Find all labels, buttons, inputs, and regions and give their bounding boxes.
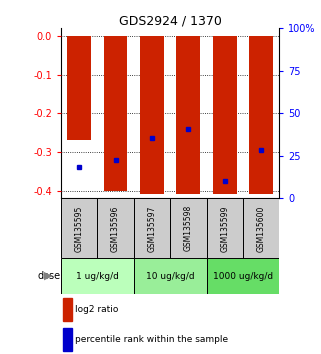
- Text: 10 ug/kg/d: 10 ug/kg/d: [146, 272, 195, 281]
- Bar: [177, 36, 200, 194]
- Text: GSM135595: GSM135595: [75, 205, 84, 252]
- Bar: [134, 198, 170, 258]
- Bar: [104, 36, 127, 190]
- Bar: [213, 36, 237, 194]
- Text: percentile rank within the sample: percentile rank within the sample: [75, 335, 228, 344]
- Text: GSM135597: GSM135597: [147, 205, 156, 252]
- Bar: [61, 198, 97, 258]
- Text: 1 ug/kg/d: 1 ug/kg/d: [76, 272, 119, 281]
- Text: GSM135600: GSM135600: [256, 205, 265, 252]
- Bar: [206, 198, 243, 258]
- Text: GSM135599: GSM135599: [220, 205, 229, 252]
- Text: GSM135596: GSM135596: [111, 205, 120, 252]
- Bar: [67, 36, 91, 140]
- Bar: [61, 258, 134, 294]
- Bar: [170, 198, 206, 258]
- Text: dose: dose: [38, 271, 61, 281]
- Title: GDS2924 / 1370: GDS2924 / 1370: [119, 14, 221, 27]
- Bar: [63, 328, 72, 351]
- Text: GSM135598: GSM135598: [184, 205, 193, 251]
- Bar: [243, 198, 279, 258]
- Bar: [97, 198, 134, 258]
- Bar: [206, 258, 279, 294]
- Text: log2 ratio: log2 ratio: [75, 305, 118, 314]
- Text: 1000 ug/kg/d: 1000 ug/kg/d: [213, 272, 273, 281]
- Bar: [63, 298, 72, 321]
- Bar: [140, 36, 164, 194]
- Bar: [249, 36, 273, 194]
- Bar: [134, 258, 206, 294]
- Text: ▶: ▶: [44, 271, 52, 281]
